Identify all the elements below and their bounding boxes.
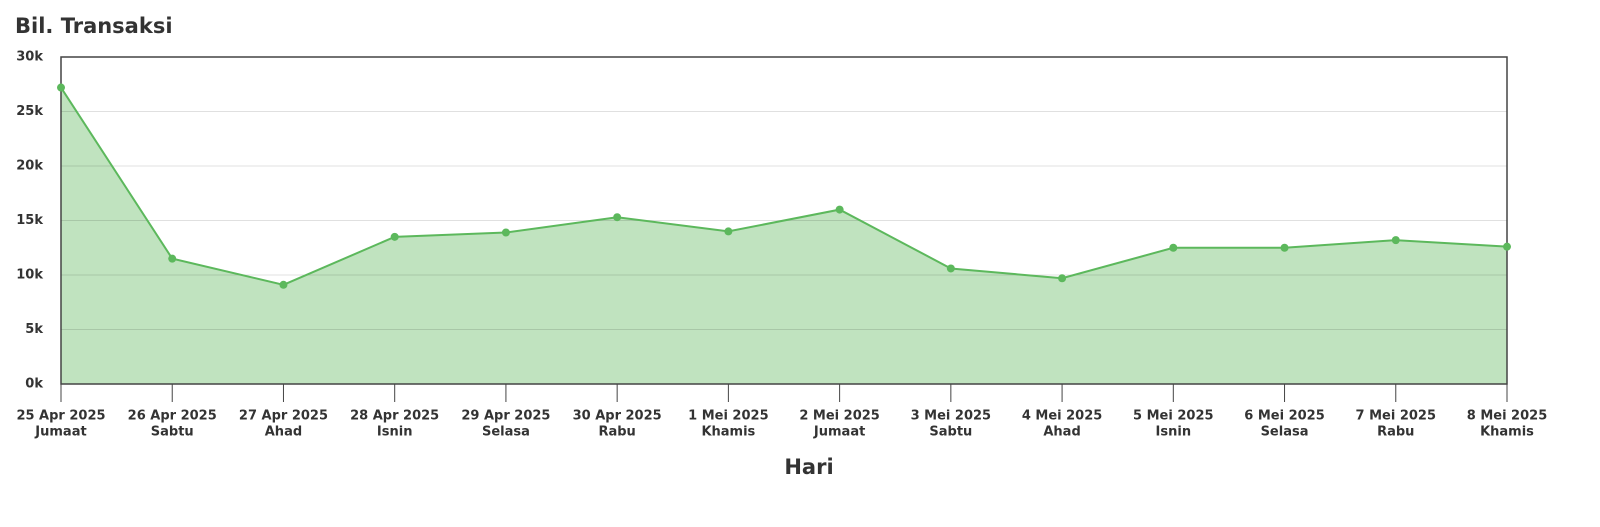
point	[1503, 242, 1511, 251]
x-tick-day: Sabtu	[929, 425, 972, 440]
point	[279, 280, 288, 289]
x-tick-label: 29 Apr 2025	[461, 409, 550, 424]
x-tick-day: Isnin	[377, 425, 413, 440]
x-tick-label: 28 Apr 2025	[350, 409, 439, 424]
x-tick-label: 3 Mei 2025	[911, 409, 992, 424]
y-tick-label: 15k	[16, 213, 43, 228]
x-tick-day: Selasa	[482, 425, 530, 440]
point	[57, 83, 65, 92]
x-axis-title: Hari	[784, 455, 833, 479]
y-tick-label: 5k	[25, 322, 43, 337]
x-tick-label: 25 Apr 2025	[16, 409, 105, 424]
x-tick-label: 1 Mei 2025	[688, 409, 769, 424]
point	[501, 228, 510, 237]
x-tick-day: Ahad	[265, 425, 302, 440]
y-tick-label: 0k	[25, 377, 43, 392]
x-tick-day: Isnin	[1156, 425, 1192, 440]
point	[724, 227, 733, 236]
x-tick-day: Jumaat	[34, 425, 86, 440]
x-tick-label: 27 Apr 2025	[239, 409, 328, 424]
y-tick-label: 25k	[16, 104, 43, 119]
point	[1169, 243, 1178, 252]
x-tick-day: Khamis	[701, 425, 755, 440]
y-tick-label: 30k	[16, 50, 43, 65]
point	[1391, 236, 1400, 245]
point	[168, 254, 177, 263]
x-tick-label: 30 Apr 2025	[573, 409, 662, 424]
x-tick-day: Rabu	[598, 425, 635, 440]
chart-title: Bil. Transaksi	[15, 14, 173, 38]
x-tick-label: 7 Mei 2025	[1356, 409, 1437, 424]
x-tick-day: Rabu	[1377, 425, 1414, 440]
x-tick-day: Sabtu	[151, 425, 194, 440]
x-tick-label: 5 Mei 2025	[1133, 409, 1214, 424]
point	[946, 264, 955, 273]
x-tick-label: 2 Mei 2025	[799, 409, 880, 424]
point	[835, 205, 844, 214]
area-fill	[61, 87, 1507, 385]
point	[1058, 274, 1067, 283]
x-tick-label: 6 Mei 2025	[1244, 409, 1325, 424]
point	[390, 232, 399, 241]
x-tick-label: 4 Mei 2025	[1022, 409, 1103, 424]
x-tick-day: Ahad	[1043, 425, 1080, 440]
x-tick-day: Selasa	[1261, 425, 1309, 440]
x-tick-day: Khamis	[1480, 425, 1534, 440]
point	[1280, 243, 1289, 252]
point	[613, 213, 622, 222]
y-tick-label: 20k	[16, 159, 43, 174]
plot-border	[60, 56, 1508, 385]
x-tick-label: 8 Mei 2025	[1467, 409, 1548, 424]
x-tick-day: Jumaat	[813, 425, 865, 440]
y-tick-label: 10k	[16, 268, 43, 283]
series-line	[60, 86, 1508, 286]
x-tick-label: 26 Apr 2025	[128, 409, 217, 424]
